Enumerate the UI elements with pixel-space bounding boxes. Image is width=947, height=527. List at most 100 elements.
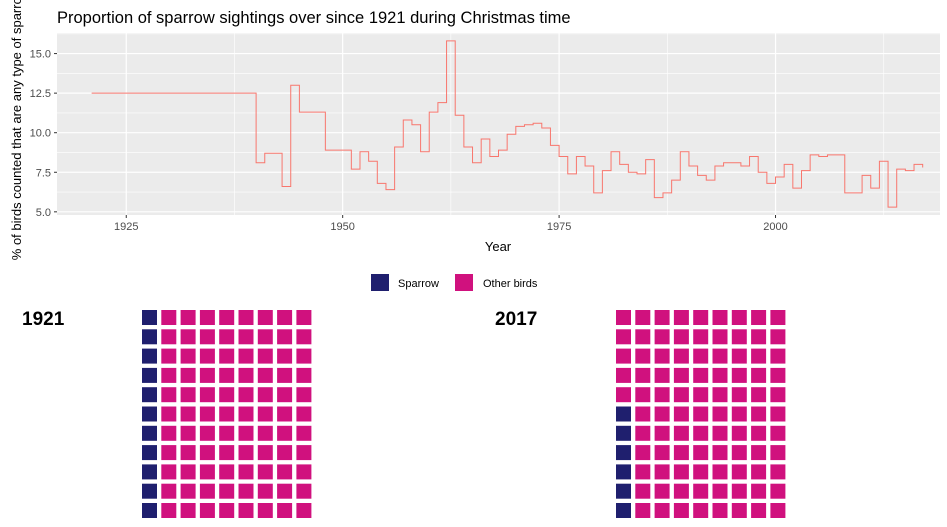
legend-swatch-other-birds [455,274,473,291]
waffle-cell-other-birds [654,483,670,499]
waffle-cell-other-birds [770,406,786,422]
waffle-cell-other-birds [712,329,728,345]
waffle-cell-other-birds [673,367,689,383]
waffle-cell-other-birds [277,483,293,499]
waffle-cell-other-birds [751,425,767,441]
waffle-cell-other-birds [673,348,689,364]
line-chart-area: 1925 1950 1975 2000 5.0 7.5 10.0 12.5 15.0 [30,33,940,233]
waffle-cell-other-birds [673,329,689,345]
waffle-cell-other-birds [219,387,235,403]
waffle-cell-sparrow [616,503,631,518]
waffle-cell-other-birds [199,310,215,325]
waffle-cell-other-birds [296,329,312,345]
waffle-cell-other-birds [635,387,651,403]
waffle-cell-other-birds [219,464,235,480]
waffle-cell-other-birds [219,310,235,325]
waffle-cell-other-birds [673,445,689,461]
plot-panel [57,33,940,215]
waffle-cell-other-birds [257,406,273,422]
waffle-cell-other-birds [199,464,215,480]
waffle-cell-other-birds [161,406,177,422]
waffle-cell-other-birds [296,464,312,480]
waffle-cell-other-birds [673,387,689,403]
waffle-cell-other-birds [770,425,786,441]
waffle-cell-other-birds [277,464,293,480]
waffle-cell-sparrow [142,425,157,441]
waffle-cell-other-birds [654,310,670,325]
waffle-cell-other-birds [199,387,215,403]
waffle-cell-other-birds [161,310,177,325]
waffle-cell-other-birds [654,348,670,364]
waffle-cell-other-birds [199,483,215,499]
waffle-cell-other-birds [770,367,786,383]
waffle-cell-other-birds [731,425,747,441]
waffle-cell-sparrow [616,406,631,422]
waffle-cell-other-birds [635,503,651,518]
sparrow-proportion-step-line [91,40,924,208]
waffle-cell-other-birds [257,310,273,325]
waffle-cell-other-birds [693,367,709,383]
waffle-cell-other-birds [770,464,786,480]
waffle-cell-other-birds [296,445,312,461]
waffle-cell-other-birds [277,367,293,383]
waffle-cell-other-birds [161,387,177,403]
waffle-cell-sparrow [142,503,157,518]
series-layer [91,40,924,208]
waffle-cell-other-birds [180,348,196,364]
waffle-cell-other-birds [296,367,312,383]
waffle-1921 [142,310,312,518]
waffle-cell-other-birds [635,425,651,441]
waffle-cell-other-birds [257,348,273,364]
waffle-cell-other-birds [219,406,235,422]
waffle-cell-other-birds [654,387,670,403]
waffle-cell-other-birds [751,310,767,325]
waffle-cell-other-birds [731,483,747,499]
waffle-cell-other-birds [712,348,728,364]
waffle-cell-other-birds [161,367,177,383]
waffle-cell-sparrow [616,425,631,441]
waffle-cell-other-birds [635,464,651,480]
axis-ticks: 1925 1950 1975 2000 5.0 7.5 10.0 12.5 15.0 [30,49,788,233]
waffle-cell-other-birds [238,310,254,325]
waffle-cell-other-birds [731,406,747,422]
chart-title: Proportion of sparrow sightings over sin… [57,9,571,27]
waffle-cell-other-birds [712,503,728,518]
waffle-cell-other-birds [770,348,786,364]
waffle-cell-other-birds [238,425,254,441]
waffle-cell-other-birds [673,464,689,480]
x-axis-title: Year [485,239,512,254]
waffle-cell-other-birds [161,445,177,461]
waffle-cell-other-birds [257,329,273,345]
waffle-cell-other-birds [238,503,254,518]
y-tick-label: 7.5 [36,167,51,179]
waffle-cell-other-birds [161,464,177,480]
waffle-cell-other-birds [751,348,767,364]
waffle-cell-other-birds [238,483,254,499]
waffle-cell-other-birds [731,445,747,461]
waffle-cell-other-birds [712,445,728,461]
waffle-cell-other-birds [180,367,196,383]
waffle-cell-other-birds [770,503,786,518]
waffle-cell-other-birds [277,310,293,325]
waffle-cell-other-birds [635,406,651,422]
waffle-cell-other-birds [731,329,747,345]
waffle-cell-other-birds [712,310,728,325]
waffle-cell-other-birds [238,445,254,461]
waffle-cell-other-birds [731,464,747,480]
waffle-cell-other-birds [199,445,215,461]
waffle-cell-other-birds [751,503,767,518]
waffle-cell-other-birds [296,406,312,422]
waffle-cell-other-birds [238,387,254,403]
waffle-cell-other-birds [161,503,177,518]
waffle-cell-other-birds [654,406,670,422]
waffle-cell-sparrow [142,406,157,422]
waffle-cell-other-birds [616,329,631,345]
legend-label-other-birds: Other birds [483,278,538,290]
waffle-cell-other-birds [219,503,235,518]
waffle-cell-other-birds [219,425,235,441]
waffle-cell-other-birds [180,406,196,422]
x-tick-label: 1925 [114,221,138,233]
waffle-cell-other-birds [616,367,631,383]
waffle-cell-other-birds [238,464,254,480]
waffle-cell-other-birds [731,367,747,383]
